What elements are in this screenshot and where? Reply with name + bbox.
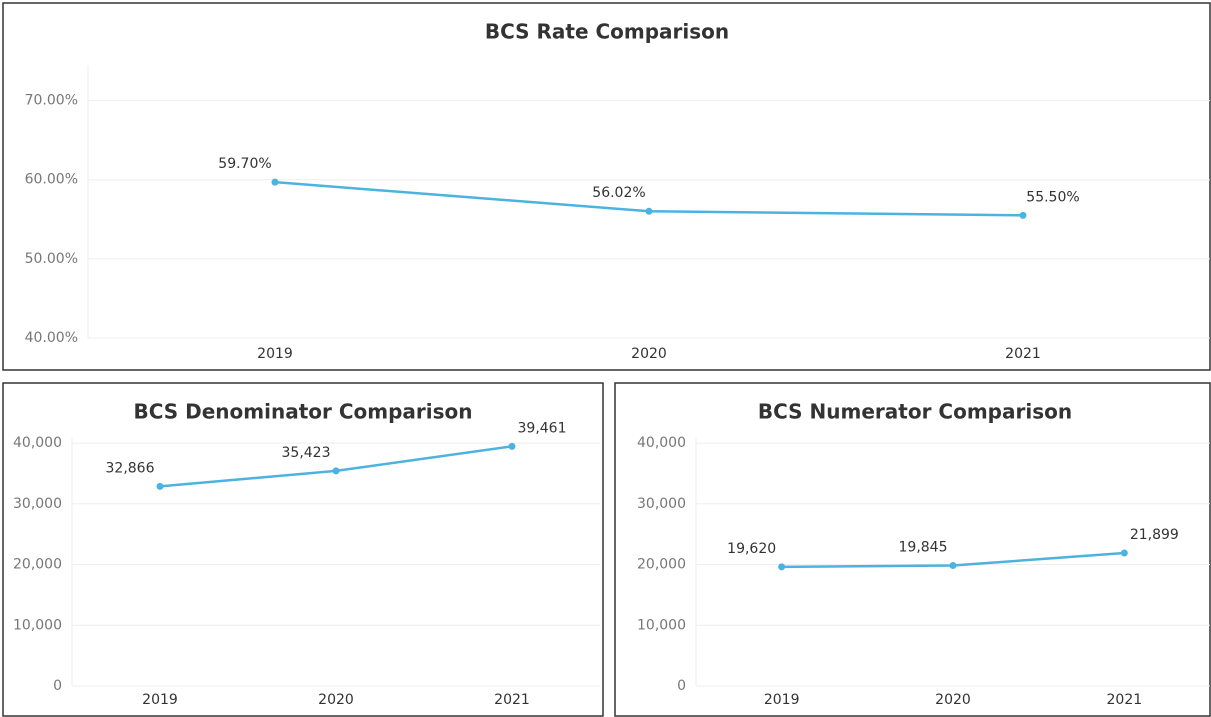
point	[508, 442, 516, 450]
y-tick-label: 20,000	[637, 557, 686, 573]
x-tick-label: 2021	[1107, 692, 1143, 708]
x-tick-label: 2019	[764, 692, 800, 708]
y-tick-label: 10,000	[637, 617, 686, 633]
chart-title: BCS Rate Comparison	[485, 20, 729, 44]
chart-title: BCS Denominator Comparison	[133, 400, 472, 424]
y-tick-label: 10,000	[13, 617, 62, 633]
y-tick-label: 20,000	[13, 557, 62, 573]
point	[1019, 211, 1027, 219]
x-tick-label: 2020	[318, 692, 354, 708]
point	[271, 178, 279, 186]
y-tick-label: 40.00%	[25, 330, 78, 346]
x-tick-label: 2019	[257, 346, 293, 362]
y-tick-label: 40,000	[13, 435, 62, 451]
chart-title: BCS Numerator Comparison	[758, 400, 1072, 424]
data-label: 35,423	[282, 445, 331, 461]
panel	[2, 2, 1211, 371]
data-label: 59.70%	[218, 156, 271, 172]
panel	[614, 382, 1211, 717]
y-tick-label: 0	[677, 678, 686, 694]
x-tick-label: 2019	[142, 692, 178, 708]
point	[156, 482, 164, 490]
y-tick-label: 50.00%	[25, 251, 78, 267]
data-label: 21,899	[1130, 527, 1179, 543]
y-tick-label: 30,000	[637, 496, 686, 512]
data-label: 19,845	[899, 539, 948, 555]
y-tick-label: 40,000	[637, 435, 686, 451]
x-tick-label: 2021	[494, 692, 530, 708]
point	[949, 561, 957, 569]
data-label: 19,620	[727, 541, 776, 557]
data-label: 55.50%	[1026, 189, 1079, 205]
x-tick-label: 2020	[935, 692, 971, 708]
panel	[2, 382, 604, 717]
data-label: 56.02%	[592, 185, 645, 201]
point	[1120, 549, 1128, 557]
x-tick-label: 2021	[1005, 346, 1041, 362]
point	[645, 207, 653, 215]
x-tick-label: 2020	[631, 346, 667, 362]
y-tick-label: 70.00%	[25, 93, 78, 109]
data-label: 39,461	[518, 420, 567, 436]
y-tick-label: 30,000	[13, 496, 62, 512]
data-label: 32,866	[106, 460, 155, 476]
y-tick-label: 60.00%	[25, 172, 78, 188]
y-tick-label: 0	[53, 678, 62, 694]
point	[332, 467, 340, 475]
point	[778, 563, 786, 571]
